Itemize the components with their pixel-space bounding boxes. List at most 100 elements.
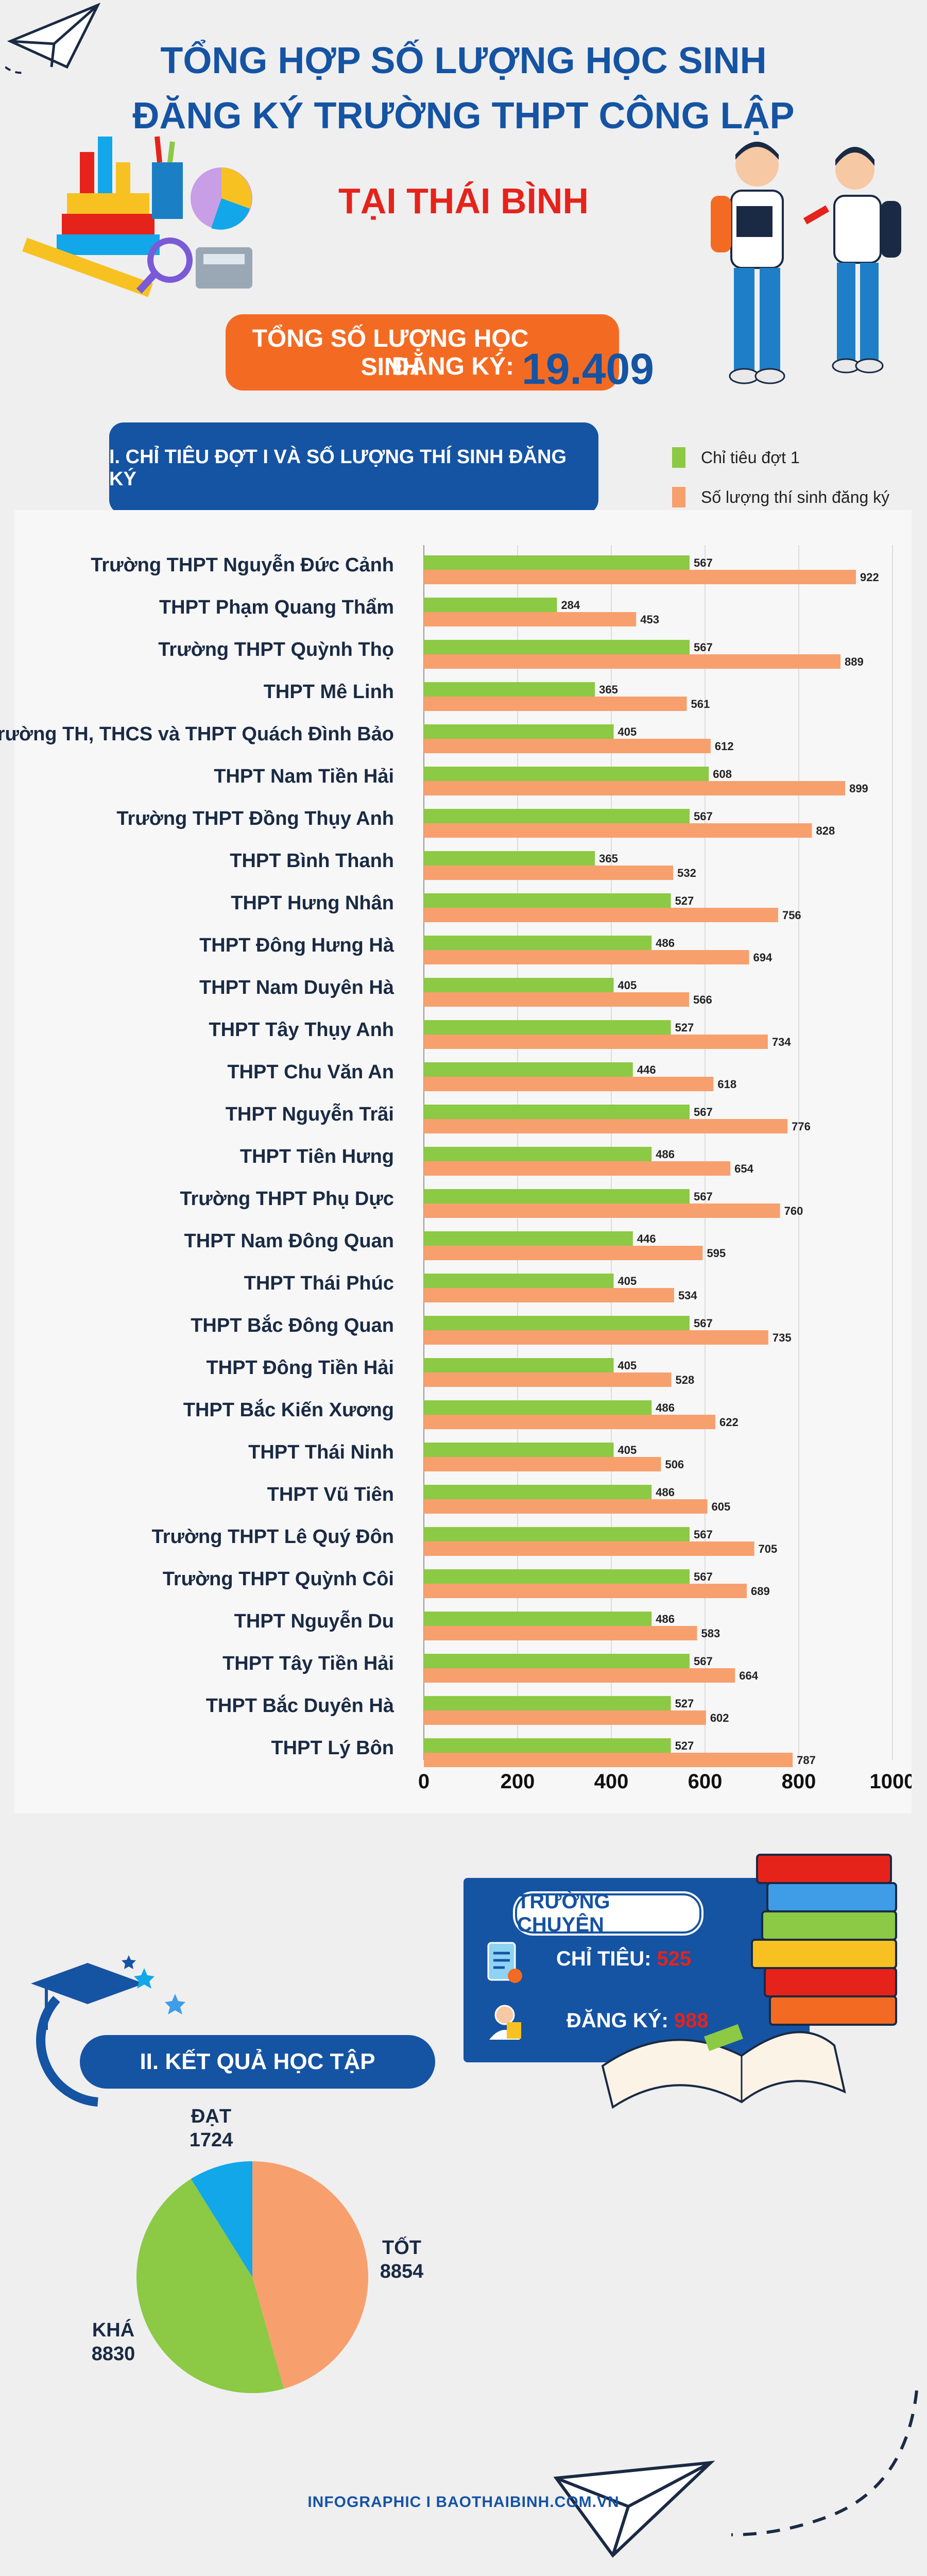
x-tick-label: 0 xyxy=(418,1770,430,1793)
paper-plane-icon xyxy=(5,3,101,74)
bar-target xyxy=(424,1147,652,1161)
bar-registered xyxy=(424,739,711,753)
bar-target xyxy=(424,1231,633,1246)
bar-registered xyxy=(424,1753,793,1767)
footer-source: INFOGRAPHIC I BAOTHAIBINH.COM.VN xyxy=(307,2494,620,2511)
category-label: Trường THPT Phụ Dực xyxy=(180,1188,394,1210)
bar-value-registered: 654 xyxy=(734,1162,753,1175)
bar-registered xyxy=(424,570,856,584)
bar-value-target: 527 xyxy=(675,894,694,907)
bar-value-registered: 787 xyxy=(797,1754,816,1767)
bar-target xyxy=(424,640,690,654)
x-tick-label: 400 xyxy=(594,1770,629,1793)
legend-item-target: Chỉ tiêu đợt 1 xyxy=(672,447,800,468)
specialized-school-panel: TRƯỜNG CHUYÊN CHỈ TIÊU: 525 ĐĂNG KÝ: 988 xyxy=(464,1878,810,2062)
book-stack-illustration xyxy=(601,1854,897,2109)
category-label: THPT Thái Phúc xyxy=(244,1273,394,1294)
category-label: Trường THPT Nguyễn Đức Cảnh xyxy=(91,554,394,576)
bar-value-target: 567 xyxy=(694,1317,713,1330)
bar-value-registered: 776 xyxy=(792,1120,811,1133)
bar-target xyxy=(424,1316,690,1330)
bar-value-registered: 735 xyxy=(772,1331,792,1344)
pie-label-tot-value: 8854 xyxy=(380,2261,424,2282)
bar-target xyxy=(424,724,614,739)
bar-target xyxy=(424,1274,614,1288)
bar-value-target: 567 xyxy=(694,1655,713,1668)
bar-value-registered: 566 xyxy=(693,993,712,1006)
bar-value-target: 567 xyxy=(694,1190,713,1203)
category-label: THPT Đông Hưng Hà xyxy=(199,935,394,956)
registration-user-icon xyxy=(489,2005,521,2040)
bar-value-target: 486 xyxy=(656,937,675,950)
bar-registered xyxy=(424,1668,735,1683)
bar-target xyxy=(424,1738,671,1753)
bar-registered xyxy=(424,1246,703,1260)
pie-label-dat-name: ĐẠT xyxy=(191,2106,232,2127)
total-registered-box: TỔNG SỐ LƯỢNG HỌC SINH ĐĂNG KÝ: 19.409 xyxy=(226,314,654,393)
category-label: THPT Thái Ninh xyxy=(248,1442,394,1463)
specialized-register-value: 988 xyxy=(674,2009,709,2032)
bar-value-target: 567 xyxy=(694,1570,713,1583)
bar-value-registered: 899 xyxy=(849,782,868,795)
category-label: THPT Vũ Tiên xyxy=(267,1484,394,1505)
pie-label-dat-value: 1724 xyxy=(189,2129,233,2151)
bar-registered xyxy=(424,1119,788,1133)
graduation-cap-icon xyxy=(31,1955,185,2107)
bar-registered xyxy=(424,1541,754,1556)
bar-value-registered: 922 xyxy=(860,571,879,584)
bar-target xyxy=(424,893,671,908)
category-label: THPT Nguyễn Du xyxy=(234,1611,394,1632)
bar-registered xyxy=(424,1204,780,1218)
section-1-title: I. CHỈ TIÊU ĐỢT I VÀ SỐ LƯỢNG THÍ SINH Đ… xyxy=(109,422,598,514)
pie-slice-dat xyxy=(191,2161,252,2277)
page-subtitle: TẠI THÁI BÌNH xyxy=(338,181,589,221)
bar-target xyxy=(424,1612,652,1626)
pie-slice-kha xyxy=(136,2179,284,2393)
bar-target xyxy=(424,936,652,950)
category-label: THPT Bắc Duyên Hà xyxy=(205,1695,394,1717)
bar-target xyxy=(424,682,595,697)
category-label: THPT Bình Thanh xyxy=(230,850,394,872)
pie-label-tot: TỐT 8854 xyxy=(366,2236,438,2283)
bar-value-target: 446 xyxy=(637,1063,656,1076)
bar-value-registered: 618 xyxy=(717,1078,736,1091)
category-label: THPT Bắc Đông Quan xyxy=(191,1315,394,1336)
specialized-register-row: ĐĂNG KÝ: 988 xyxy=(566,2009,709,2032)
bar-target xyxy=(424,851,595,866)
category-label: Trường THPT Quỳnh Côi xyxy=(162,1568,394,1590)
total-value: 19.409 xyxy=(522,345,654,393)
bar-registered xyxy=(424,1161,731,1176)
specialized-target-row: CHỈ TIÊU: 525 xyxy=(556,1947,691,1971)
category-label: Trường THPT Quỳnh Thọ xyxy=(158,639,394,660)
bar-registered xyxy=(424,1626,697,1640)
bar-value-target: 405 xyxy=(618,725,637,738)
bar-value-target: 365 xyxy=(599,683,618,696)
bar-value-target: 486 xyxy=(656,1486,675,1499)
bar-target xyxy=(424,1527,690,1541)
category-label: THPT Tây Tiền Hải xyxy=(222,1653,394,1674)
bar-value-target: 567 xyxy=(694,556,713,569)
category-label: THPT Đông Tiền Hải xyxy=(206,1357,394,1379)
bar-value-registered: 889 xyxy=(845,655,864,668)
bar-value-registered: 828 xyxy=(816,824,835,837)
bar-value-target: 486 xyxy=(656,1401,675,1414)
bar-registered xyxy=(424,1330,768,1345)
bar-value-registered: 622 xyxy=(719,1416,739,1429)
pie-label-tot-name: TỐT xyxy=(382,2237,421,2259)
pie-label-kha: KHÁ 8830 xyxy=(77,2318,149,2366)
students-illustration xyxy=(711,142,901,384)
category-label: THPT Nam Duyên Hà xyxy=(199,977,394,998)
bar-registered xyxy=(424,781,846,795)
bar-value-target: 486 xyxy=(656,1613,675,1625)
bar-registered xyxy=(424,992,690,1007)
page-title-line-2: ĐĂNG KÝ TRƯỜNG THPT CÔNG LẬP xyxy=(132,95,795,137)
bar-target xyxy=(424,1062,633,1077)
bar-value-target: 446 xyxy=(637,1232,656,1245)
bar-value-registered: 595 xyxy=(707,1247,726,1260)
bar-value-registered: 453 xyxy=(640,613,659,626)
bar-value-registered: 605 xyxy=(712,1500,731,1513)
category-label: THPT Hưng Nhân xyxy=(231,892,394,914)
bar-value-target: 405 xyxy=(618,1444,637,1456)
bar-value-registered: 534 xyxy=(678,1289,697,1302)
bar-registered xyxy=(424,697,687,711)
